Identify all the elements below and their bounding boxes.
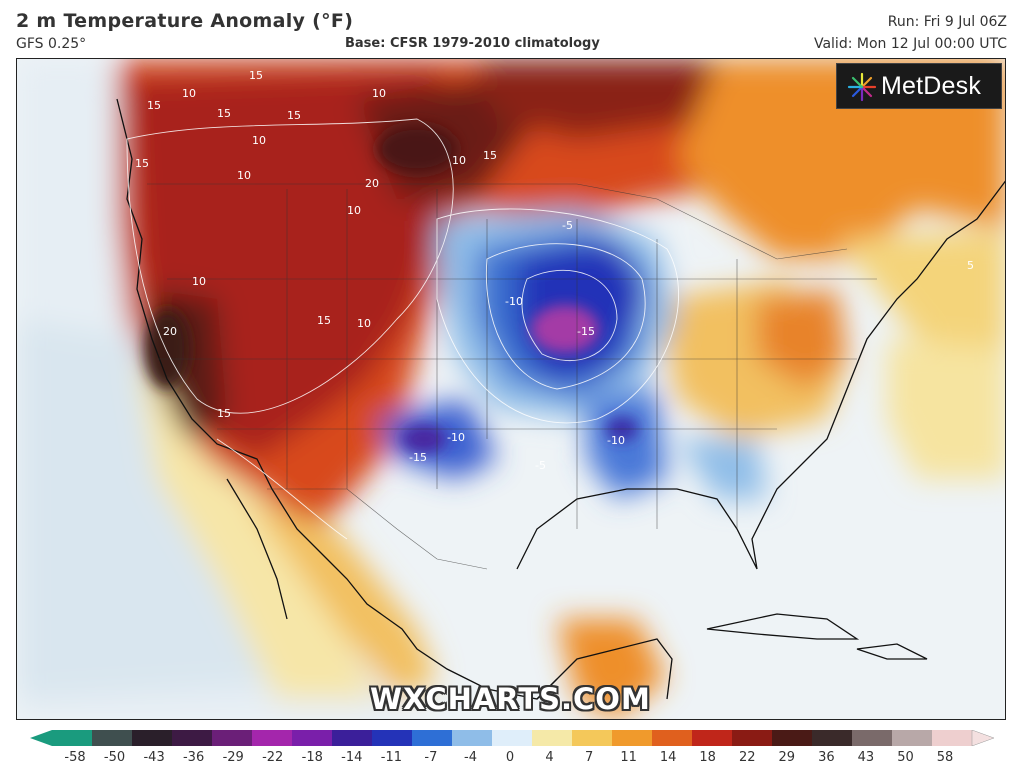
logo-text: MetDesk: [881, 72, 982, 100]
colorbar-swatch: [812, 730, 853, 746]
contour-label: -5: [562, 219, 573, 232]
valid-time-label: Valid: Mon 12 Jul 00:00 UTC: [813, 36, 1007, 52]
contour-label: -15: [577, 325, 595, 338]
colorbar-tick-label: -4: [464, 750, 477, 765]
contour-label: 10: [252, 134, 266, 147]
colorbar-swatch: [492, 730, 533, 746]
base-climatology-label: Base: CFSR 1979-2010 climatology: [345, 36, 600, 51]
colorbar-tick-label: -22: [262, 750, 284, 765]
colorbar-swatch: [612, 730, 653, 746]
colorbar-swatch: [212, 730, 253, 746]
contour-label: 10: [237, 169, 251, 182]
colorbar-tick-label: -43: [143, 750, 165, 765]
colorbar-swatch: [412, 730, 453, 746]
colorbar-tick-label: 14: [659, 750, 677, 765]
model-label: GFS 0.25°: [16, 36, 87, 52]
contour-label-layer: 15 15 15 10 15 10 20 20 10 15 10 10 15 1…: [135, 69, 974, 472]
colorbar-swatch: [172, 730, 213, 746]
colorbar-tick-label: -36: [182, 750, 205, 765]
colorbar-swatch: [652, 730, 693, 746]
watermark: WXCHARTS.COM: [370, 682, 651, 716]
contour-label: 10: [372, 87, 386, 100]
contour-label: -15: [409, 451, 427, 464]
colorbar-tick-label: -14: [341, 750, 363, 765]
colorbar-swatch: [692, 730, 733, 746]
contour-label: 10: [357, 317, 371, 330]
run-time-label: Run: Fri 9 Jul 06Z: [887, 14, 1007, 30]
colorbar-tick-label: 36: [818, 750, 835, 765]
colorbar-tick-label: -7: [424, 750, 438, 765]
contour-label: 20: [365, 177, 379, 190]
contour-label: -10: [505, 295, 523, 308]
colorbar: [30, 730, 994, 746]
contour-label: -10: [447, 431, 465, 444]
contour-label: 15: [135, 157, 149, 170]
colorbar-swatch: [252, 730, 293, 746]
colorbar-swatch: [932, 730, 973, 746]
anomaly-map: 15 15 15 10 15 10 20 20 10 15 10 10 15 1…: [16, 58, 1006, 720]
colorbar-swatch: [52, 730, 93, 746]
colorbar-tick-label: 7: [584, 750, 594, 765]
contour-label: 15: [317, 314, 331, 327]
colorbar-tick-label: -18: [301, 750, 323, 765]
colorbar-tick-label: 43: [857, 750, 875, 765]
chart-header: 2 m Temperature Anomaly (°F) GFS 0.25° B…: [0, 0, 1024, 58]
colorbar-swatch: [892, 730, 933, 746]
colorbar-swatch: [92, 730, 133, 746]
colorbar-swatch: [452, 730, 493, 746]
colorbar-tick-label: 0: [505, 750, 515, 765]
metdesk-logo[interactable]: MetDesk: [836, 63, 1002, 109]
contour-label: 10: [192, 275, 206, 288]
colorbar-swatch: [772, 730, 813, 746]
contour-label: 15: [217, 107, 231, 120]
colorbar-swatch: [572, 730, 613, 746]
colorbar-swatch: [372, 730, 413, 746]
metdesk-starburst-icon: [847, 72, 877, 102]
chart-title: 2 m Temperature Anomaly (°F): [16, 10, 354, 32]
colorbar-tick-label: 29: [778, 750, 796, 765]
colorbar-swatch: [732, 730, 773, 746]
colorbar-tick-label: -11: [380, 750, 403, 765]
anomaly-cores: [145, 125, 638, 453]
colorbar-swatch: [852, 730, 893, 746]
colorbar-tick-label: 18: [699, 750, 716, 765]
colorbar-tick-label: 50: [897, 750, 914, 765]
colorbar-labels: -58 -50 -43 -36 -29 -22 -18 -14 -11 -7 -4 0 4 7 11 14 18…: [0, 750, 1024, 770]
colorbar-tick-label: -29: [222, 750, 244, 765]
contour-label: -5: [535, 459, 546, 472]
colorbar-tick-label: -50: [103, 750, 126, 765]
contour-label: 10: [182, 87, 196, 100]
contour-label: 10: [347, 204, 361, 217]
colorbar-tick-label: 22: [739, 750, 756, 765]
colorbar-swatch: [532, 730, 573, 746]
political-borders: [147, 183, 877, 570]
colorbar-tick-label: 58: [936, 750, 954, 765]
colorbar-swatch: [132, 730, 173, 746]
contour-label: -10: [607, 434, 625, 447]
colorbar-swatch: [292, 730, 333, 746]
colorbar-tick-label: 11: [620, 750, 637, 765]
contour-label: 15: [483, 149, 497, 162]
contour-label: 15: [249, 69, 263, 82]
colorbar-swatch: [332, 730, 373, 746]
colorbar-tick-label: -58: [64, 750, 86, 765]
contour-label: 20: [163, 325, 177, 338]
contour-label: 5: [967, 259, 974, 272]
contour-label: 15: [147, 99, 161, 112]
coastlines: [116, 98, 1005, 700]
colorbar-right-arrow: [971, 730, 994, 746]
map-canvas: 15 15 15 10 15 10 20 20 10 15 10 10 15 1…: [17, 59, 1005, 719]
contour-lines: [126, 118, 680, 540]
contour-label: 15: [287, 109, 301, 122]
colorbar-tick-label: 4: [545, 750, 554, 765]
contour-label: 15: [217, 407, 231, 420]
contour-label: 10: [452, 154, 466, 167]
colorbar-left-arrow: [30, 730, 52, 746]
